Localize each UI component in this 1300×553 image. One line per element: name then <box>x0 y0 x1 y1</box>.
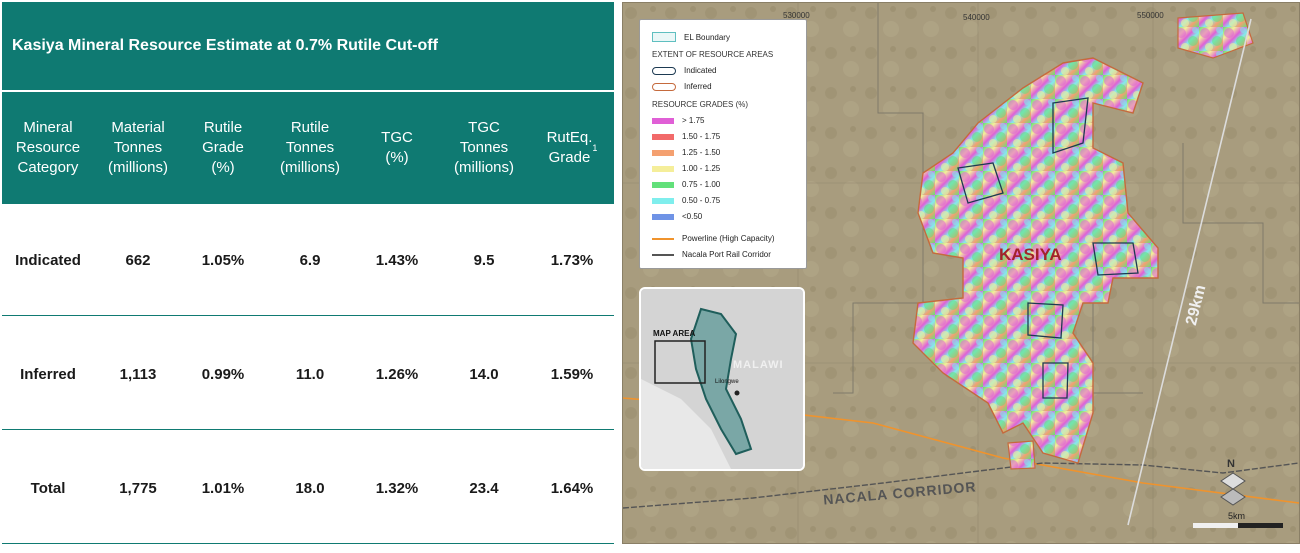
legend-grade: 1.00 - 1.25 <box>652 164 720 173</box>
legend-grade: 1.50 - 1.75 <box>652 132 720 141</box>
city-label: Lilongwe <box>715 379 739 385</box>
legend-indicated: Indicated <box>652 66 716 75</box>
boundary-swatch <box>652 32 676 42</box>
rail-corridor <box>623 462 1299 509</box>
inferred-swatch <box>652 82 676 91</box>
resource-area-south <box>1007 440 1036 470</box>
cell-category: Total <box>30 479 66 497</box>
rail-swatch <box>652 253 674 256</box>
grade-swatch <box>652 117 674 124</box>
cell-rutile-grade: 1.05% <box>201 251 245 269</box>
header-rutile-tonnes: Rutile Tonnes (millions) <box>280 119 340 176</box>
cell-ruteq-grade: 1.73% <box>550 251 594 269</box>
legend-label: <0.50 <box>682 212 703 221</box>
legend-grades-heading: RESOURCE GRADES (%) <box>652 100 749 109</box>
country-label: MALAWI <box>733 359 784 371</box>
legend-grade: 1.25 - 1.50 <box>652 148 720 157</box>
legend-powerline: Powerline (High Capacity) <box>652 234 774 243</box>
legend-grade: <0.50 <box>652 212 702 221</box>
legend-label: Inferred <box>684 82 712 91</box>
legend-label: 1.25 - 1.50 <box>682 148 721 157</box>
easting-label: 550000 <box>1137 11 1164 20</box>
easting-label: 540000 <box>963 13 990 22</box>
legend-extent-heading: EXTENT OF RESOURCE AREAS <box>652 50 774 59</box>
easting-label: 530000 <box>783 11 810 20</box>
header-ruteq-grade-text: RutEq. Grade <box>546 129 593 166</box>
cell-tgc-tonnes: 23.4 <box>469 479 499 497</box>
cell-material-tonnes: 1,775 <box>119 479 157 497</box>
cell-material-tonnes: 1,113 <box>119 365 157 383</box>
legend-grade: 0.75 - 1.00 <box>652 180 720 189</box>
cell-category: Inferred <box>20 365 76 383</box>
cell-tgc-tonnes: 14.0 <box>469 365 499 383</box>
legend-label: Indicated <box>684 66 717 75</box>
distance-line <box>1127 18 1252 526</box>
table-row: Total 1,775 1.01% 18.0 1.32% 23.4 1.64% <box>2 432 614 544</box>
header-category: Mineral Resource Category <box>15 119 81 176</box>
table-row: Indicated 662 1.05% 6.9 1.43% 9.5 1.73% <box>2 204 614 316</box>
north-label: N <box>1227 458 1235 470</box>
legend-label: 0.50 - 0.75 <box>682 196 721 205</box>
legend-label: 1.50 - 1.75 <box>682 132 721 141</box>
cell-ruteq-grade: 1.59% <box>550 365 594 383</box>
cell-tgc-tonnes: 9.5 <box>473 251 495 269</box>
cell-rutile-grade: 0.99% <box>201 365 245 383</box>
map-area-box <box>654 340 706 384</box>
cell-category: Indicated <box>15 251 81 269</box>
cell-tgc: 1.26% <box>375 365 419 383</box>
header-tgc-tonnes: TGC Tonnes (millions) <box>454 119 514 176</box>
legend-rail: Nacala Port Rail Corridor <box>652 250 771 259</box>
legend-el-boundary: EL Boundary <box>652 32 730 42</box>
scale-label: 5km <box>1228 511 1246 521</box>
deposit-label: KASIYA <box>999 245 1062 264</box>
cell-rutile-grade: 1.01% <box>201 479 245 497</box>
grade-swatch <box>652 149 674 156</box>
resource-map: 540000 550000 530000 KASIYA 29km NACALA … <box>622 2 1300 544</box>
grade-swatch <box>652 197 674 204</box>
resource-area-north <box>1177 12 1254 59</box>
compass-logo-icon <box>1220 488 1246 506</box>
legend-inferred: Inferred <box>652 82 712 91</box>
legend-label: Powerline (High Capacity) <box>682 234 775 243</box>
legend-grade: 0.50 - 0.75 <box>652 196 720 205</box>
cell-tgc: 1.43% <box>375 251 419 269</box>
cell-rutile-tonnes: 6.9 <box>299 251 321 269</box>
cell-rutile-tonnes: 11.0 <box>295 365 325 383</box>
cell-ruteq-grade: 1.64% <box>550 479 594 497</box>
header-tgc: TGC (%) <box>381 129 413 166</box>
cell-rutile-tonnes: 18.0 <box>295 479 325 497</box>
map-legend: EL Boundary EXTENT OF RESOURCE AREAS Ind… <box>639 19 807 269</box>
legend-grade: > 1.75 <box>652 116 704 125</box>
grade-swatch <box>652 181 674 188</box>
indicated-outlines <box>957 97 1139 399</box>
table-header-row: Mineral Resource Category Material Tonne… <box>2 92 614 204</box>
malawi-outline <box>689 307 753 456</box>
grade-swatch <box>652 213 674 220</box>
legend-label: 1.00 - 1.25 <box>682 164 721 173</box>
lilongwe-marker <box>734 390 740 396</box>
grade-swatch <box>652 165 674 172</box>
inset-canvas <box>641 289 803 469</box>
table-title: Kasiya Mineral Resource Estimate at 0.7%… <box>2 2 614 90</box>
indicated-swatch <box>652 66 676 75</box>
grade-swatch <box>652 133 674 140</box>
header-material-tonnes: Material Tonnes (millions) <box>108 119 168 176</box>
legend-label: EL Boundary <box>684 32 730 42</box>
resource-table: Kasiya Mineral Resource Estimate at 0.7%… <box>0 0 618 553</box>
legend-label: > 1.75 <box>682 116 705 125</box>
table-row: Inferred 1,113 0.99% 11.0 1.26% 14.0 1.5… <box>2 318 614 430</box>
legend-label: 0.75 - 1.00 <box>682 180 721 189</box>
resource-area-main <box>912 57 1159 464</box>
legend-label: Nacala Port Rail Corridor <box>682 250 771 259</box>
footnote-marker: 1 <box>592 143 598 153</box>
header-rutile-grade: Rutile Grade (%) <box>202 119 244 176</box>
map-area-label: MAP AREA <box>653 329 696 338</box>
cell-tgc: 1.32% <box>375 479 419 497</box>
cell-material-tonnes: 662 <box>125 251 151 269</box>
header-ruteq-grade: RutEq. Grade 1 <box>530 92 614 204</box>
inset-map: MAP AREA MALAWI Lilongwe <box>639 287 805 471</box>
powerline-swatch <box>652 237 674 240</box>
